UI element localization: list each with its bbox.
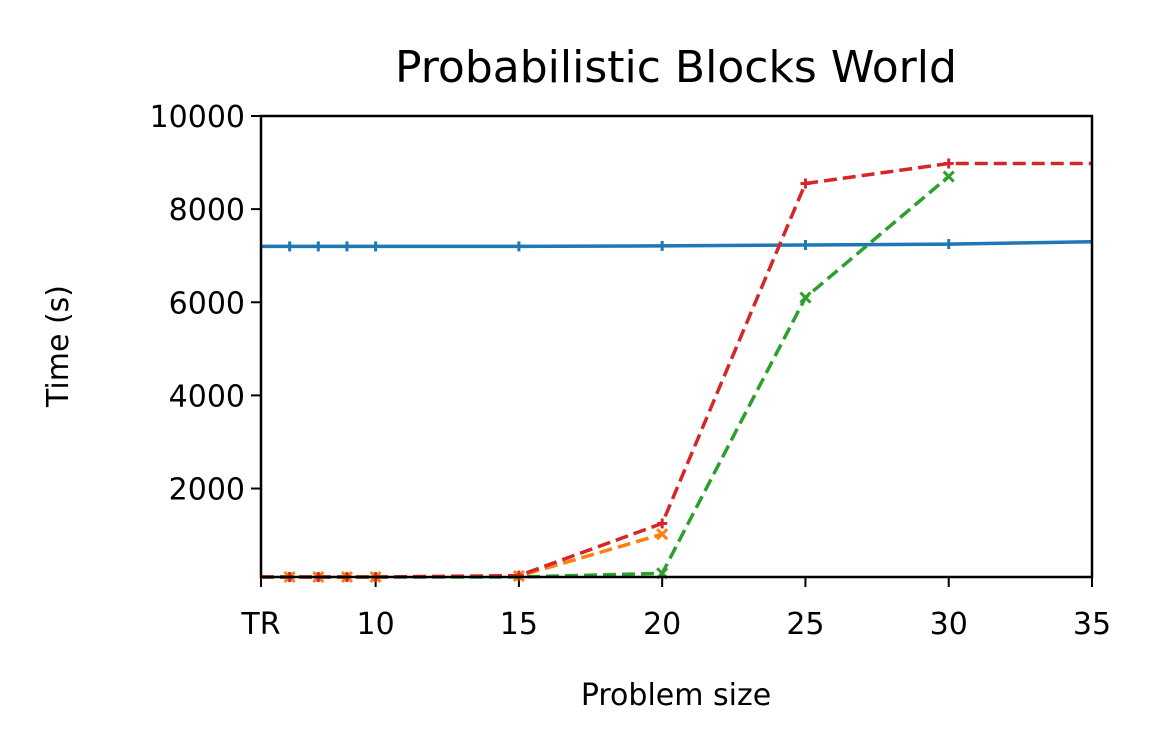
x-tick-label: 20 [643,607,681,642]
x-tick-label: 35 [1073,607,1111,642]
x-axis-label: Problem size [581,678,771,713]
series-1-point [370,241,381,252]
y-tick-label: 2000 [169,473,245,508]
y-axis-label: Time (s) [41,285,76,408]
x-tick-label: 25 [786,607,824,642]
x-tick-label: 30 [930,607,968,642]
series-1-point [341,241,352,252]
axis-ticks: TR 10 15 20 25 30 35 2000 4000 6000 8000 10000 [150,100,1112,642]
x-tick-label: 10 [357,607,395,642]
series-1-point [313,241,324,252]
y-tick-label: 4000 [169,379,245,414]
series-3-point [799,291,812,304]
y-tick-label: 10000 [150,100,245,135]
series-4-point [513,570,524,581]
chart-title: Probabilistic Blocks World [395,42,957,93]
series-1-point [513,241,524,252]
series-1-line [261,239,1093,249]
plot-frame [259,114,1094,579]
series-1-point [943,239,954,250]
series-4-point [800,178,811,189]
series-4-line [261,161,1092,579]
series-3-point [942,170,955,183]
series-1-point [284,241,295,252]
series-3-line [261,175,950,579]
plot-series [261,158,1093,584]
series-4-point [943,158,954,169]
series-2-line [261,532,663,579]
series-1-point [800,239,811,250]
series-2-point [656,528,669,541]
y-tick-label: 6000 [169,286,245,321]
x-tick-label: TR [240,607,280,642]
x-tick-label: 15 [500,607,538,642]
series-1-point [657,240,668,251]
y-tick-label: 8000 [169,193,245,228]
series-4-point [657,518,668,529]
